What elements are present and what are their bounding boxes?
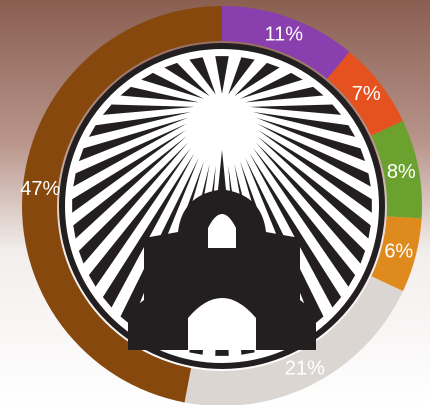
value-label: 7% — [352, 83, 381, 105]
value-label: 8% — [387, 161, 416, 183]
chart: 11% 7% 8% 6% 21% 47% — [0, 0, 430, 405]
value-label: 11% — [265, 23, 304, 45]
value-label: 47% — [20, 178, 60, 200]
value-label: 21% — [285, 358, 325, 380]
value-label: 6% — [384, 240, 413, 262]
